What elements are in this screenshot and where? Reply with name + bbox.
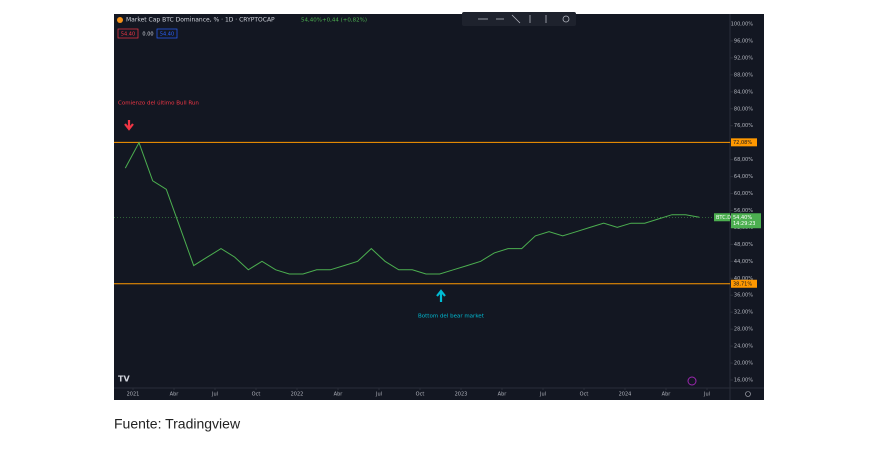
level-tag (731, 138, 757, 147)
x-tick-label: Jul (703, 392, 710, 398)
symbol-icon (117, 17, 123, 23)
chart-background (114, 14, 764, 400)
y-tick-label: 56,00% (734, 208, 753, 214)
x-tick-label: Abr (498, 392, 508, 398)
y-tick-label: 24,00% (734, 344, 753, 350)
y-tick-label: 96,00% (734, 38, 753, 44)
x-tick-label: 2022 (291, 392, 304, 398)
x-tick-label: 2023 (455, 392, 468, 398)
x-tick-label: Jul (211, 392, 218, 398)
events-icon[interactable] (687, 376, 697, 386)
spread: 0.00 (142, 32, 153, 38)
level-tag (731, 279, 757, 288)
y-tick-label: 68,00% (734, 157, 753, 163)
y-tick-label: 48,00% (734, 242, 753, 248)
x-tick-label: Oct (416, 392, 425, 398)
y-tick-label: 60,00% (734, 191, 753, 197)
x-tick-label: Abr (334, 392, 344, 398)
buy-box[interactable] (156, 28, 178, 39)
y-tick-label: 40,00% (734, 276, 753, 282)
y-tick-label: 28,00% (734, 327, 753, 333)
level-label: 38,71% (733, 281, 752, 287)
y-tick-label: 88,00% (734, 72, 753, 78)
x-tick-label: Oct (252, 392, 261, 398)
y-tick-label: 20,00% (734, 361, 753, 367)
annotation: Bottom del bear market (418, 314, 485, 320)
x-tick-label: Abr (170, 392, 180, 398)
y-tick-label: 32,00% (734, 310, 753, 316)
legend-price: 54,40% (301, 18, 322, 24)
buy-price[interactable]: 54.40 (160, 32, 174, 38)
y-tick-label: 76,00% (734, 123, 753, 129)
x-tick-label: Abr (662, 392, 672, 398)
bear-arrow (436, 289, 446, 302)
x-tick-label: 2024 (619, 392, 632, 398)
y-tick-label: 80,00% (734, 106, 753, 112)
current-price-label: 54,40% (733, 215, 752, 221)
y-tick-label: 44,00% (734, 259, 753, 265)
symbol-tag-box (714, 213, 730, 222)
caption: Fuente: Tradingview (114, 416, 241, 432)
sell-price[interactable]: 54.40 (121, 32, 135, 38)
x-tick-label: Jul (375, 392, 382, 398)
x-tick-label: Oct (580, 392, 589, 398)
annotation: Comienzo del último Bull Run (118, 100, 199, 107)
chart-title: Market Cap BTC Dominance, % · 1D · CRYPT… (126, 17, 275, 24)
settings-icon[interactable] (745, 391, 751, 397)
countdown: 14:29:23 (733, 221, 755, 227)
current-price-box (731, 213, 761, 229)
bull-arrow (124, 120, 134, 131)
series-line (124, 141, 700, 275)
tv-logo: TV (118, 375, 130, 384)
y-tick-label: 100,00% (731, 22, 753, 28)
symbol-tag: BTC.D (716, 215, 731, 221)
y-tick-label: 64,00% (734, 174, 753, 180)
drawing-toolbar[interactable] (462, 12, 576, 26)
x-tick-label: 2021 (127, 392, 140, 398)
toolbar-icons[interactable] (478, 14, 570, 24)
y-tick-label: 16,00% (734, 378, 753, 384)
level-label: 72,08% (733, 140, 752, 146)
y-tick-label: 84,00% (734, 89, 753, 95)
x-tick-label: Jul (539, 392, 546, 398)
sell-box[interactable] (117, 28, 139, 39)
legend-change: +0,44 (+0,82%) (322, 18, 367, 24)
y-tick-label: 36,00% (734, 293, 753, 299)
y-tick-label: 92,00% (734, 55, 753, 61)
